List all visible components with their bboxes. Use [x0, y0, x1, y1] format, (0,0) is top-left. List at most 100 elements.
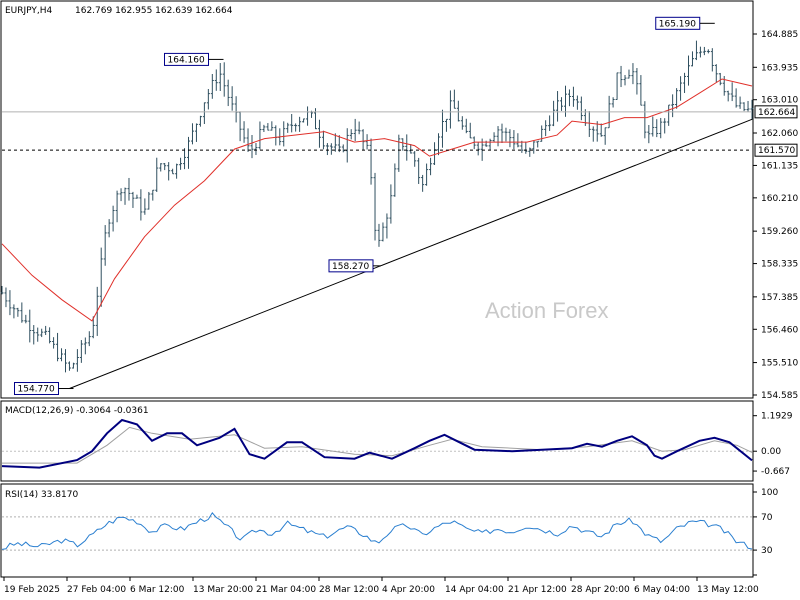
price-annotation: 164.160: [164, 52, 224, 66]
price-annotation: 165.190: [655, 16, 715, 30]
ohlc-bar: [698, 46, 702, 58]
ohlc-bar: [444, 118, 448, 132]
ohlc-bar: [230, 86, 234, 111]
macd-line: [1, 418, 753, 469]
ohlc-bar: [163, 163, 167, 171]
ohlc-bar: [671, 94, 675, 118]
ohlc-bar: [702, 46, 706, 56]
time-tick-label: 21 Apr 12:00: [508, 585, 567, 595]
ohlc-bar: [349, 129, 353, 140]
time-tick-label: 13 May 12:00: [697, 585, 759, 595]
ohlc-bar: [254, 143, 258, 155]
support-level-tag-text: 161.570: [758, 146, 795, 156]
ohlc-bar: [726, 90, 730, 102]
ohlc-bar: [56, 332, 60, 362]
price-tick-label: 160.210: [761, 194, 798, 204]
ohlc-bar: [655, 119, 659, 138]
ohlc-bar: [710, 48, 714, 72]
ohlc-bar: [67, 361, 71, 371]
price-annotation: 158.270: [328, 259, 381, 273]
rsi-title: RSI(14) 33.8170: [5, 490, 78, 500]
ohlc-bar: [417, 157, 421, 184]
ohlc-bar: [690, 51, 694, 67]
ohlc-bar: [651, 116, 655, 137]
ohlc-bar: [425, 163, 429, 186]
ohlc-bar: [687, 55, 691, 86]
ohlc-bar: [516, 133, 520, 148]
ohlc-bar: [131, 191, 135, 208]
price-annotation-text: 164.160: [168, 55, 205, 65]
price-annotation-text: 165.190: [659, 19, 696, 29]
ohlc-bar: [99, 247, 103, 307]
ohlc-bar: [123, 187, 127, 205]
ohlc-bar: [750, 99, 754, 120]
time-tick-label: 4 Apr 20:00: [382, 585, 435, 595]
ohlc-bar: [627, 69, 631, 79]
ohlc-readout: 162.769 162.955 162.639 162.664: [75, 6, 233, 16]
trendline: [69, 118, 753, 389]
ohlc-bar: [393, 163, 397, 197]
ohlc-bar: [159, 163, 163, 172]
ohlc-bar: [20, 302, 24, 323]
ohlc-bar: [24, 314, 28, 324]
ohlc-bar: [552, 100, 556, 127]
ohlc-bar: [210, 73, 214, 99]
ohlc-bar: [556, 91, 560, 122]
price-tick-label: 164.885: [761, 30, 798, 40]
macd-tick-label: 0.00: [761, 447, 781, 457]
ohlc-bar: [448, 90, 452, 129]
ohlc-bar: [536, 140, 540, 148]
ohlc-bar: [32, 325, 36, 345]
ohlc-bar: [333, 133, 337, 152]
rsi-line: [1, 512, 753, 550]
price-tick-label: 163.010: [761, 96, 798, 106]
ohlc-bar: [369, 138, 373, 185]
price-panel: [0, 0, 754, 399]
ohlc-bar: [631, 63, 635, 85]
support-level-tag: 161.570: [754, 143, 798, 157]
time-tick-label: 21 Mar 04:00: [256, 585, 316, 595]
ohlc-bar: [452, 89, 456, 109]
ohlc-bar: [266, 123, 270, 131]
ohlc-bar: [520, 140, 524, 153]
ohlc-bar: [282, 121, 286, 147]
ohlc-bar: [8, 290, 12, 316]
ohlc-bar: [206, 88, 210, 110]
ohlc-bar: [198, 115, 202, 127]
rsi-tick-label: 30: [761, 546, 773, 556]
current-price-tag: 162.664: [754, 105, 798, 119]
ohlc-bar: [615, 72, 619, 100]
ohlc-bar: [504, 127, 508, 142]
ohlc-bar: [675, 88, 679, 109]
ohlc-bar: [532, 141, 536, 154]
price-tick-label: 159.260: [761, 227, 798, 237]
ohlc-bar: [599, 123, 603, 137]
ohlc-bar: [91, 316, 95, 339]
ohlc-bar: [413, 151, 417, 167]
watermark: Action Forex: [485, 298, 609, 323]
price-series: 154.770 164.160 158.270 165.190: [0, 16, 754, 396]
ohlc-bar: [579, 96, 583, 121]
ohlc-bar: [0, 285, 4, 295]
ohlc-bar: [742, 102, 746, 112]
price-tick-label: 157.385: [761, 293, 798, 303]
ohlc-bar: [40, 328, 44, 338]
time-tick-label: 27 Feb 04:00: [67, 585, 126, 595]
ohlc-bar: [623, 74, 627, 86]
ohlc-bar: [87, 331, 91, 347]
price-tick-label: 154.585: [761, 391, 798, 401]
price-annotation-text: 158.270: [332, 262, 369, 272]
macd-tick-label: 1.1929: [761, 412, 793, 422]
ohlc-bar: [337, 135, 341, 153]
ohlc-bar: [548, 115, 552, 131]
ohlc-bar: [12, 304, 16, 319]
ohlc-bar: [286, 122, 290, 133]
ohlc-bar: [619, 65, 623, 88]
ohlc-bar: [329, 143, 333, 155]
ohlc-bar: [36, 327, 40, 342]
ohlc-bar: [290, 114, 294, 133]
ohlc-bar: [52, 337, 56, 349]
ohlc-bar: [488, 138, 492, 150]
ohlc-bar: [730, 82, 734, 102]
